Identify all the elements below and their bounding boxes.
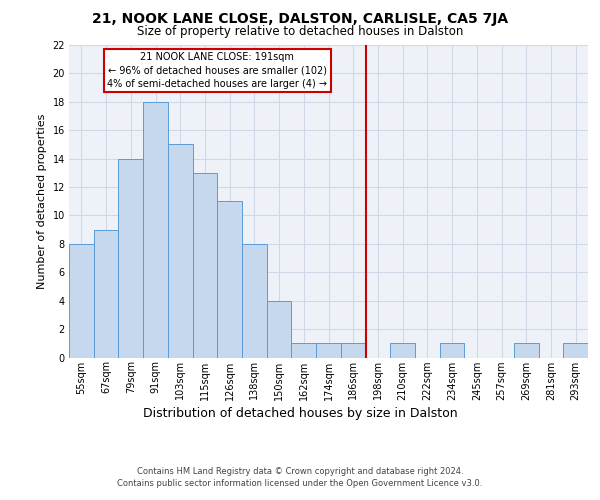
Bar	[94, 230, 118, 358]
Text: 21 NOOK LANE CLOSE: 191sqm
← 96% of detached houses are smaller (102)
4% of semi: 21 NOOK LANE CLOSE: 191sqm ← 96% of deta…	[107, 52, 327, 88]
Bar	[143, 102, 168, 358]
Bar	[316, 344, 341, 357]
Text: Contains public sector information licensed under the Open Government Licence v3: Contains public sector information licen…	[118, 479, 482, 488]
Text: 21, NOOK LANE CLOSE, DALSTON, CARLISLE, CA5 7JA: 21, NOOK LANE CLOSE, DALSTON, CARLISLE, …	[92, 12, 508, 26]
Text: Size of property relative to detached houses in Dalston: Size of property relative to detached ho…	[137, 25, 463, 38]
Bar	[69, 244, 94, 358]
Bar	[168, 144, 193, 358]
Y-axis label: Number of detached properties: Number of detached properties	[37, 114, 47, 289]
Bar	[118, 158, 143, 358]
Bar	[440, 344, 464, 357]
Bar	[217, 201, 242, 358]
Bar	[514, 344, 539, 357]
Bar	[390, 344, 415, 357]
Bar	[292, 344, 316, 357]
Bar	[193, 173, 217, 358]
Bar	[267, 300, 292, 358]
Bar	[242, 244, 267, 358]
Bar	[341, 344, 365, 357]
Bar	[563, 344, 588, 357]
Text: Distribution of detached houses by size in Dalston: Distribution of detached houses by size …	[143, 408, 457, 420]
Text: Contains HM Land Registry data © Crown copyright and database right 2024.: Contains HM Land Registry data © Crown c…	[137, 468, 463, 476]
